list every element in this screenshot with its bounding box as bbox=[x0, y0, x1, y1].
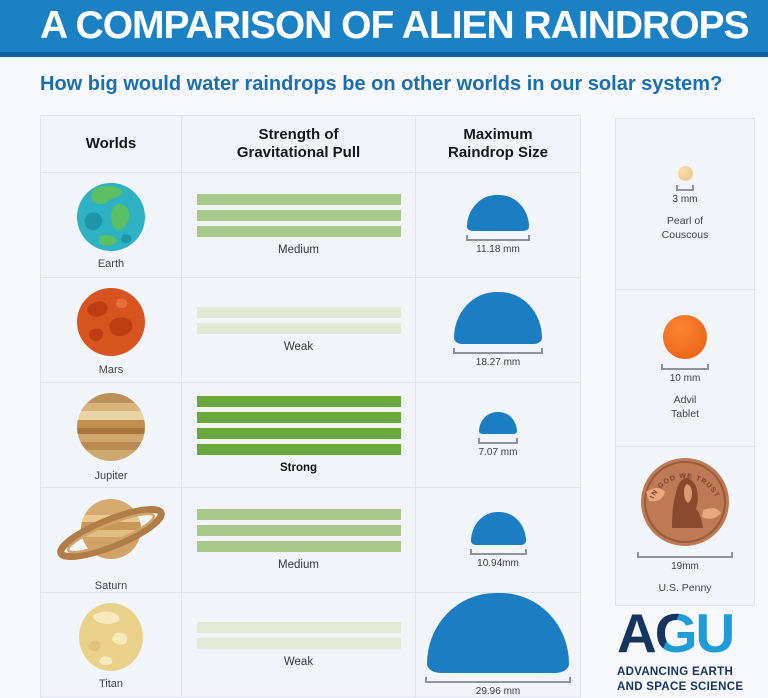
reference-advil: 10 mm Advil Tablet bbox=[615, 289, 755, 447]
jupiter-icon bbox=[73, 389, 149, 465]
table-row-titan-raindrop: 29.96 mm bbox=[416, 593, 580, 697]
table-row-mars-raindrop: 18.27 mm bbox=[416, 278, 580, 382]
reference-size: 3 mm bbox=[672, 193, 698, 205]
column-header-raindrop: Maximum Raindrop Size bbox=[416, 116, 580, 172]
raindrop-earth bbox=[467, 195, 529, 231]
raindrop-size: 18.27 mm bbox=[475, 357, 521, 368]
subtitle: How big would water raindrops be on othe… bbox=[40, 73, 723, 95]
raindrop-titan bbox=[427, 593, 569, 673]
table-row-jupiter-gravity: Strong bbox=[182, 383, 415, 487]
penny-icon: IN GOD WE TRUST bbox=[639, 456, 731, 548]
gravity-label: Weak bbox=[283, 656, 314, 668]
raindrop-mars bbox=[454, 292, 542, 344]
title-bar: A COMPARISON OF ALIEN RAINDROPS bbox=[0, 0, 768, 57]
page-title: A COMPARISON OF ALIEN RAINDROPS bbox=[40, 4, 750, 47]
table-row-mars-gravity: Weak bbox=[182, 278, 415, 382]
reference-sidebar: 3 mm Pearl of Couscous 10 mm Advil Table… bbox=[615, 118, 755, 606]
measure-bracket bbox=[453, 348, 543, 354]
table-row-earth-world: Earth bbox=[41, 173, 181, 277]
table-row-jupiter-world: Jupiter bbox=[41, 383, 181, 487]
world-name: Saturn bbox=[94, 579, 128, 592]
table-row-earth-gravity: Medium bbox=[182, 173, 415, 277]
table-row-titan-gravity: Weak bbox=[182, 593, 415, 697]
reference-size: 10 mm bbox=[669, 372, 701, 384]
table-row-earth-raindrop: 11.18 mm bbox=[416, 173, 580, 277]
column-header-worlds: Worlds bbox=[41, 116, 181, 172]
measure-bracket bbox=[478, 438, 518, 444]
raindrop-saturn bbox=[470, 511, 526, 545]
saturn-icon bbox=[50, 489, 172, 575]
measure-bracket bbox=[466, 235, 530, 241]
measure-bracket bbox=[469, 548, 527, 555]
earth-icon bbox=[75, 181, 147, 253]
table-row-titan-world: Titan bbox=[41, 593, 181, 697]
world-name: Earth bbox=[97, 257, 125, 270]
reference-size: 19mm bbox=[671, 561, 699, 573]
advil-icon bbox=[663, 314, 707, 359]
gravity-label: Strong bbox=[279, 462, 318, 474]
world-name: Titan bbox=[98, 677, 124, 690]
raindrop-size: 29.96 mm bbox=[475, 686, 521, 697]
gravity-label: Medium bbox=[278, 559, 319, 571]
column-header-gravity: Strength of Gravitational Pull bbox=[182, 116, 415, 172]
gravity-label: Weak bbox=[283, 341, 314, 353]
agu-tagline: ADVANCING EARTH AND SPACE SCIENCE bbox=[617, 666, 744, 693]
titan-icon bbox=[76, 601, 146, 673]
couscous-icon bbox=[677, 165, 693, 181]
reference-couscous: 3 mm Pearl of Couscous bbox=[615, 118, 755, 290]
measure-bracket bbox=[676, 184, 694, 191]
table-row-saturn-world: Saturn bbox=[41, 488, 181, 592]
measure-bracket bbox=[637, 552, 733, 559]
mars-icon bbox=[74, 285, 148, 359]
measure-bracket bbox=[425, 677, 571, 683]
gravity-bars bbox=[196, 194, 401, 237]
raindrop-size: 7.07 mm bbox=[478, 447, 518, 458]
table-row-mars-world: Mars bbox=[41, 278, 181, 382]
agu-logo: AGU ADVANCING EARTH AND SPACE SCIENCE bbox=[617, 606, 757, 695]
gravity-bars bbox=[196, 396, 401, 455]
gravity-label: Medium bbox=[278, 244, 319, 256]
agu-logo-text: AGU bbox=[617, 602, 735, 664]
gravity-bars bbox=[196, 307, 401, 334]
world-name: Mars bbox=[98, 363, 124, 376]
gravity-bars bbox=[196, 509, 401, 552]
comparison-table: Worlds Strength of Gravitational Pull Ma… bbox=[40, 115, 581, 698]
raindrop-size: 11.18 mm bbox=[476, 244, 520, 255]
reference-penny: IN GOD WE TRUST 19mm U.S. Penny bbox=[615, 446, 755, 606]
reference-name: Pearl of Couscous bbox=[661, 214, 709, 241]
reference-name: U.S. Penny bbox=[658, 582, 712, 595]
reference-name: Advil Tablet bbox=[670, 393, 700, 420]
raindrop-size: 10.94mm bbox=[477, 557, 519, 569]
raindrop-jupiter bbox=[479, 412, 517, 434]
measure-bracket bbox=[661, 363, 709, 370]
table-row-jupiter-raindrop: 7.07 mm bbox=[416, 383, 580, 487]
table-row-saturn-gravity: Medium bbox=[182, 488, 415, 592]
world-name: Jupiter bbox=[94, 469, 128, 482]
gravity-bars bbox=[196, 622, 401, 649]
table-row-saturn-raindrop: 10.94mm bbox=[416, 488, 580, 592]
